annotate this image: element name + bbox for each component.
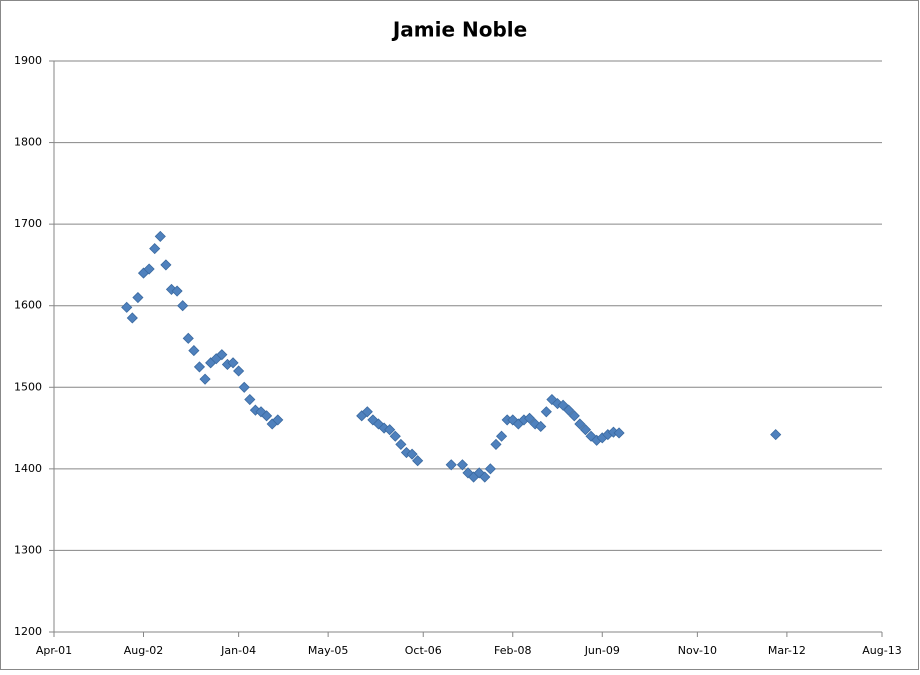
data-point [484,463,496,475]
data-point [770,429,782,441]
y-tick-label: 1300 [14,543,42,556]
data-point [412,455,424,467]
y-tick-label: 1900 [14,54,42,67]
data-point [193,361,206,373]
x-tick-label: Jan-04 [220,644,256,657]
data-point [395,438,407,450]
data-point [238,381,250,393]
y-tick-label: 1800 [14,136,42,149]
data-point [496,430,508,442]
data-point [568,410,580,422]
chart-title: Jamie Noble [391,18,527,42]
y-tick-label: 1600 [14,299,42,312]
data-point [613,427,625,439]
x-tick-label: Aug-02 [124,644,163,657]
data-point [384,424,396,436]
data-point [121,301,133,313]
x-tick-label: Aug-13 [862,644,901,657]
data-point [154,230,166,242]
data-point [188,345,200,357]
x-tick-label: Feb-08 [494,644,531,657]
data-point [149,243,161,255]
x-tick-label: May-05 [308,644,349,657]
data-point [233,365,245,377]
data-point [490,438,502,450]
data-point [361,406,373,418]
data-point [177,300,189,312]
data-point [126,312,138,324]
x-tick-label: Oct-06 [405,644,442,657]
y-tick-label: 1400 [14,462,42,475]
data-point [389,430,401,442]
y-tick-label: 1200 [14,625,42,638]
data-point [244,393,256,406]
data-point [579,424,592,436]
data-point [199,373,211,385]
data-point [535,420,547,433]
data-point [563,404,575,416]
data-point [585,430,597,442]
data-point [272,414,284,426]
data-point [182,332,194,344]
y-tick-label: 1700 [14,217,42,230]
x-tick-label: Apr-01 [36,644,72,657]
data-point [171,285,183,297]
data-point [473,467,485,479]
x-tick-label: Jun-09 [584,644,620,657]
data-point [261,410,273,422]
data-point [445,459,457,471]
data-point [523,412,536,424]
data-point [160,259,172,271]
y-tick-label: 1500 [14,380,42,393]
data-point [456,459,468,471]
data-point [143,263,155,275]
data-point [479,471,491,483]
data-point [216,349,228,361]
data-point [406,448,418,460]
data-point [529,418,541,430]
data-point [574,418,586,430]
data-point [540,406,552,418]
x-tick-label: Mar-12 [768,644,806,657]
x-tick-label: Nov-10 [678,644,717,657]
data-point [462,467,474,479]
data-point [132,291,144,304]
data-point [227,357,239,369]
